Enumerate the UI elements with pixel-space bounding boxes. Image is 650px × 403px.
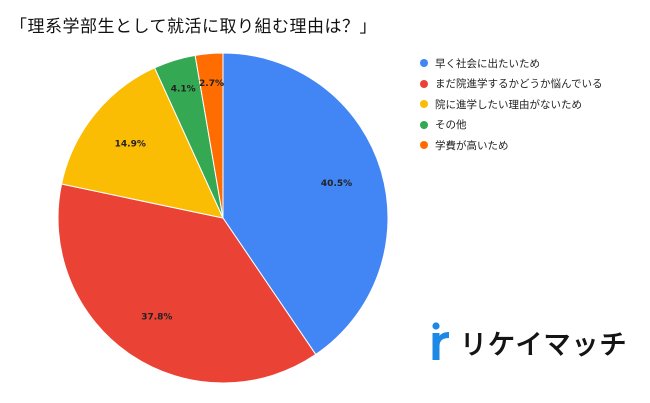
legend-label: 院に進学したい理由がないため <box>435 98 582 111</box>
pie-slice-2 <box>60 67 224 219</box>
chart-title: 「理系学部生として就活に取り組む理由は？」 <box>10 17 377 37</box>
legend-item-3: その他 <box>420 115 602 135</box>
slice-label-0: 40.5% <box>321 179 352 189</box>
pie-slice-1 <box>57 183 317 384</box>
legend-swatch <box>420 120 428 129</box>
brand-name: リケイマッチ <box>460 329 628 361</box>
legend-swatch <box>420 141 428 150</box>
logo-stem <box>432 332 449 360</box>
legend-label: 早く社会に出たいため <box>435 57 540 70</box>
legend-item-4: 学費が高いため <box>420 135 602 155</box>
slice-label-3: 4.1% <box>171 85 196 95</box>
pie-slice-4 <box>194 52 224 219</box>
legend-swatch <box>420 59 428 67</box>
legend-label: まだ院進学するかどうか悩んでいる <box>435 78 603 91</box>
slice-label-2: 14.9% <box>115 140 146 150</box>
pie-slice-0 <box>222 52 389 356</box>
legend-swatch <box>420 100 428 109</box>
legend-item-1: まだ院進学するかどうか悩んでいる <box>420 74 602 94</box>
slice-label-4: 2.7% <box>199 79 224 89</box>
legend-swatch <box>420 79 428 88</box>
r-logo-icon <box>432 322 449 360</box>
legend-label: その他 <box>435 119 467 132</box>
slice-label-1: 37.8% <box>141 313 172 323</box>
legend-item-0: 早く社会に出たいため <box>420 53 602 73</box>
brand-logo: リケイマッチ <box>430 322 627 362</box>
legend-item-2: 院に進学したい理由がないため <box>420 94 602 114</box>
logo-dot <box>432 322 440 330</box>
legend: 早く社会に出たいためまだ院進学するかどうか悩んでいる 院に進学したい理由がないため… <box>420 53 602 156</box>
legend-label: 学費が高いため <box>435 139 509 152</box>
